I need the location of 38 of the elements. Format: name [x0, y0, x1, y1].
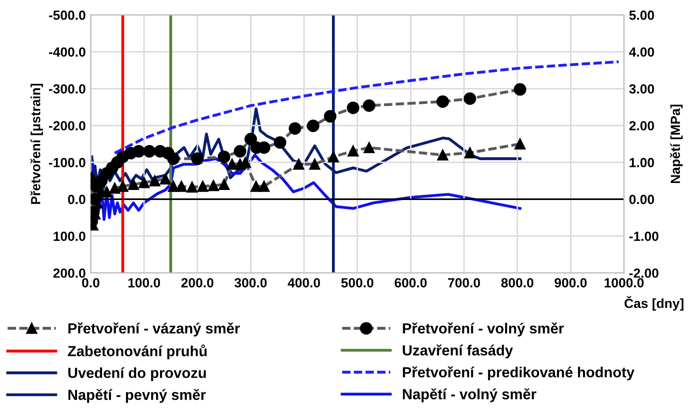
y2-axis-title: Napětí [MPa] [670, 104, 683, 184]
x-tick-label: 400.0 [288, 278, 320, 288]
y-tick-label: -500.0 [48, 10, 86, 20]
x-tick-label: 100.0 [128, 278, 160, 288]
legend-label: Uvedení do provozu [68, 367, 206, 381]
y-tick-label: 0.0 [68, 194, 86, 204]
x-tick-label: 800.0 [501, 278, 534, 288]
legend-label: Napětí - volný směr [402, 388, 536, 402]
y2-tick-label: -2.00 [629, 268, 658, 278]
y-tick-label: -400.0 [48, 47, 86, 57]
x-tick-label: 1000.0 [604, 278, 644, 288]
legend-label: Uzavření fasády [402, 344, 513, 358]
x-tick-label: 300.0 [234, 278, 267, 288]
y-tick-label: 200.0 [53, 268, 86, 278]
legend-label: Napětí - pevný směr [68, 388, 206, 403]
y2-tick-label: 1.00 [630, 158, 654, 168]
x-tick-label: 900.0 [554, 278, 587, 288]
y-tick-label: 100.0 [54, 232, 86, 241]
y-axis-title: Přetvoření [μstrain] [30, 84, 43, 204]
legend-label: Přetvoření - volný směr [402, 322, 564, 336]
y2-tick-label: -1.00 [629, 232, 658, 241]
y-tick-label: -200.0 [48, 121, 86, 130]
y2-tick-label: 5.00 [629, 10, 654, 20]
legend-label: Přetvoření - predikované hodnoty [402, 366, 634, 380]
x-axis-title: Čas [dny] [624, 296, 684, 311]
x-tick-label: 200.0 [181, 278, 214, 288]
y2-tick-label: 3.00 [629, 84, 654, 94]
y-tick-label: -100.0 [48, 158, 86, 168]
x-tick-label: 600.0 [394, 278, 427, 288]
y-tick-label: -300.0 [48, 84, 86, 94]
legend-label: Zabetonování pruhů [68, 344, 207, 360]
y2-tick-label: 2.00 [629, 121, 654, 130]
x-tick-label: 0.0 [82, 278, 100, 288]
x-tick-label: 700.0 [448, 278, 480, 288]
legend-label: Přetvoření - vázaný směr [68, 322, 240, 336]
y2-tick-label: 4.00 [629, 47, 654, 57]
y2-tick-label: 0.00 [629, 194, 654, 204]
x-tick-label: 500.0 [341, 278, 374, 288]
